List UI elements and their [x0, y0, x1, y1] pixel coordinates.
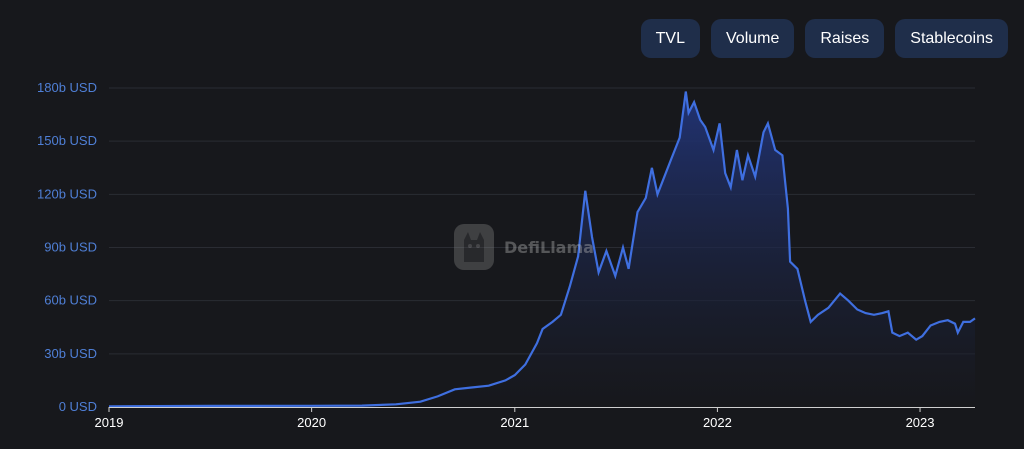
y-tick-label: 120b USD — [37, 186, 97, 201]
y-tick-label: 150b USD — [37, 133, 97, 148]
tvl-area-fill — [109, 91, 975, 407]
tab-stablecoins[interactable]: Stablecoins — [895, 19, 1008, 58]
y-tick-label: 0 USD — [59, 399, 97, 414]
y-tick-label: 90b USD — [44, 240, 97, 255]
x-axis-ticks: 2019 2020 2021 2022 2023 — [95, 407, 935, 430]
watermark: DefiLlama — [452, 222, 594, 272]
y-axis-ticks: 0 USD 30b USD 60b USD 90b USD 120b USD 150b U… — [37, 80, 97, 414]
chart-type-tabs: TVL Volume Raises Stablecoins — [640, 19, 1008, 58]
y-tick-label: 60b USD — [44, 293, 97, 308]
tab-raises[interactable]: Raises — [805, 19, 885, 58]
tab-volume[interactable]: Volume — [711, 19, 795, 58]
x-tick-label: 2023 — [906, 415, 935, 430]
y-tick-label: 180b USD — [37, 80, 97, 95]
y-tick-label: 30b USD — [44, 346, 97, 361]
tvl-series-line — [108, 91, 976, 408]
x-tick-label: 2022 — [703, 415, 732, 430]
x-tick-label: 2021 — [500, 415, 529, 430]
tab-tvl[interactable]: TVL — [640, 19, 700, 58]
x-tick-label: 2019 — [95, 415, 124, 430]
x-tick-label: 2020 — [297, 415, 326, 430]
grid-lines — [109, 87, 975, 355]
watermark-text: DefiLlama — [504, 237, 594, 257]
llama-logo-icon — [454, 224, 494, 270]
